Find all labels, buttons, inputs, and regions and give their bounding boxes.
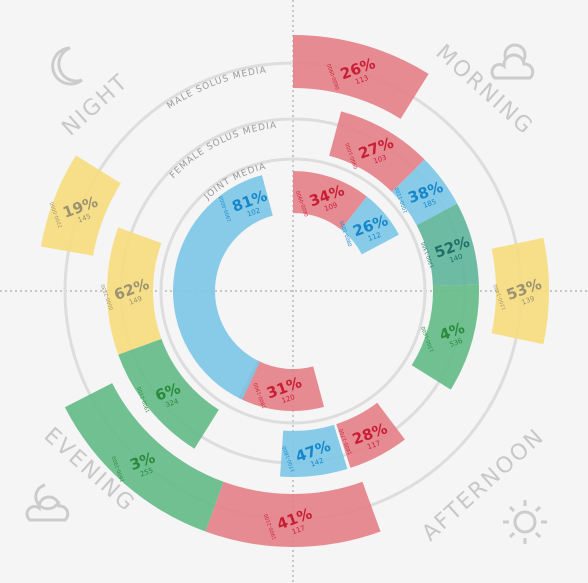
ring-label: MALE SOLUS MEDIA [166, 66, 267, 112]
period-label: AFTERNOON [418, 424, 550, 547]
sun-icon [503, 500, 547, 544]
ring-label: MALE SOLUS MEDIA [166, 66, 268, 112]
segment [329, 111, 425, 193]
segment [411, 284, 479, 390]
segment [416, 203, 479, 287]
segment [118, 338, 219, 449]
sun-cloud-icon [490, 43, 535, 80]
segment [293, 171, 367, 230]
period-label: MORNING [431, 40, 538, 140]
segment [64, 383, 224, 532]
segment [336, 402, 405, 468]
segment [491, 237, 549, 345]
segment [106, 227, 162, 355]
segment [238, 360, 325, 412]
cloud-moon-icon [25, 483, 70, 522]
segment [172, 175, 273, 400]
segment [293, 35, 429, 119]
guide-ring [159, 157, 427, 425]
segment [341, 196, 399, 255]
segment [205, 481, 381, 548]
moon-icon [51, 46, 83, 86]
segment [391, 159, 458, 226]
segment [280, 424, 348, 477]
segment [40, 155, 121, 256]
segments: 0600-090026%1131200-140053%1391900-21004… [40, 35, 549, 548]
